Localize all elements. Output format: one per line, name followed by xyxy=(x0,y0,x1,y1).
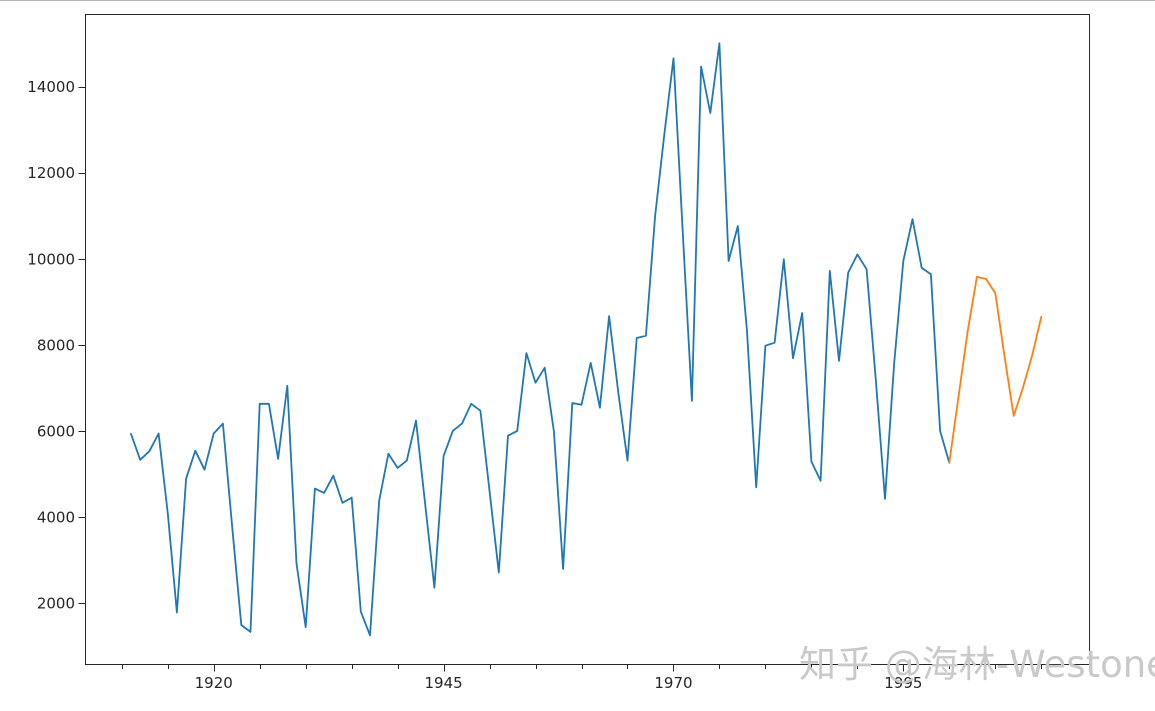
zhihu-watermark: 知乎 @海林-Westone xyxy=(799,643,1155,686)
x-tick-label: 1945 xyxy=(425,674,463,692)
y-tick-label: 4000 xyxy=(37,508,75,526)
screenshot-top-border xyxy=(0,0,1155,1)
x-tick-label: 1970 xyxy=(654,674,692,692)
observed-line xyxy=(130,42,951,637)
x-tick-label: 1920 xyxy=(195,674,233,692)
y-tick-label: 2000 xyxy=(37,594,75,612)
x-tick-label: 1995 xyxy=(884,674,922,692)
y-tick-label: 14000 xyxy=(27,78,75,96)
forecast-line xyxy=(948,275,1043,464)
y-tick-label: 8000 xyxy=(37,336,75,354)
y-tick-label: 12000 xyxy=(27,164,75,182)
y-tick-label: 6000 xyxy=(37,422,75,440)
y-tick-label: 10000 xyxy=(27,250,75,268)
plot-spines xyxy=(85,14,1090,665)
